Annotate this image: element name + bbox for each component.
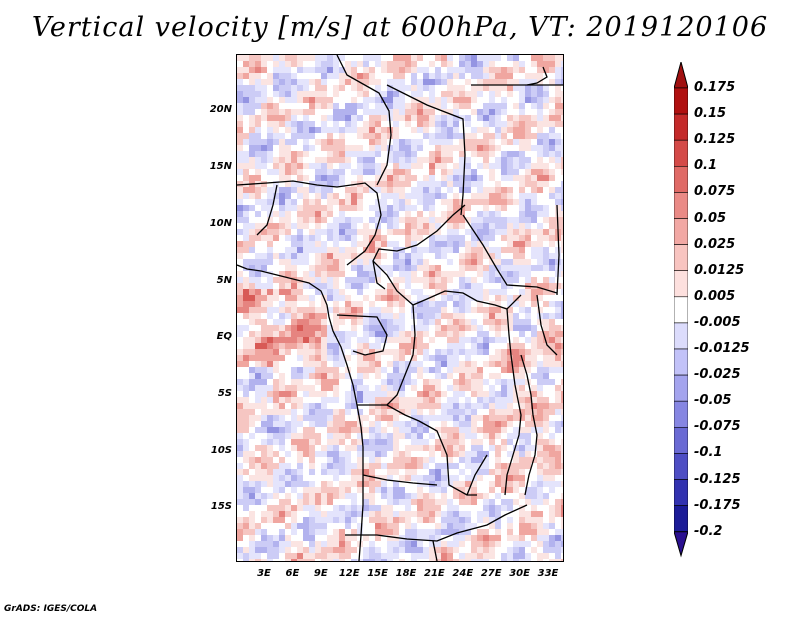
border (462, 214, 558, 294)
border (466, 454, 488, 496)
colorbar-segment (674, 426, 688, 454)
colorbar-segment (674, 348, 688, 376)
colorbar-label: -0.175 (694, 497, 741, 513)
colorbar-label: 0.0125 (694, 262, 745, 278)
colorbar-label: 0.125 (694, 132, 736, 148)
border (336, 314, 388, 356)
lake-coast (526, 66, 548, 86)
lat-label: 10S (210, 445, 232, 456)
lon-label: 6E (285, 568, 300, 579)
colorbar-segment (674, 322, 688, 350)
lat-label: 15S (210, 501, 232, 512)
colorbar-label: -0.05 (694, 393, 732, 409)
lon-label: 12E (338, 568, 360, 579)
lat-label: 5N (216, 275, 232, 286)
lon-label: 24E (452, 568, 474, 579)
lake-coast (520, 354, 538, 496)
lon-label: 33E (537, 568, 559, 579)
border (504, 308, 522, 496)
colorbar-label: -0.1 (694, 445, 723, 461)
border (357, 404, 477, 496)
colorbar-segment (674, 87, 688, 115)
coastline (237, 264, 364, 561)
lon-label: 18E (395, 568, 417, 579)
boundaries-layer (237, 55, 563, 561)
border (237, 180, 382, 266)
colorbar-label: 0.05 (694, 210, 727, 226)
velocity-field (237, 55, 563, 561)
colorbar-label: 0.15 (694, 106, 727, 122)
border (256, 184, 278, 236)
border (432, 540, 438, 561)
map-panel (236, 54, 564, 562)
colorbar-segment (674, 505, 688, 533)
border (336, 55, 392, 186)
colorbar-label: -0.0125 (694, 341, 750, 356)
chart-title: Vertical velocity [m/s] at 600hPa, VT: 2… (31, 12, 769, 43)
colorbar-bottom-cap (674, 531, 688, 558)
colorbar-top-cap (674, 62, 688, 89)
colorbar-segment (674, 296, 688, 324)
colorbar-segment (674, 192, 688, 219)
border (386, 304, 416, 406)
lat-label: 20N (209, 104, 232, 115)
lat-label: 15N (209, 161, 232, 172)
colorbar-segment (674, 166, 688, 193)
colorbar-segment (674, 113, 688, 141)
lon-label: 9E (313, 568, 328, 579)
border (362, 474, 438, 486)
lat-label: 10N (209, 218, 232, 229)
colorbar-segment (674, 218, 688, 245)
colorbar-label: 0.175 (694, 80, 736, 95)
colorbar-segment (674, 270, 688, 298)
colorbar-label: -0.125 (694, 471, 741, 487)
colorbar-label: 0.005 (694, 288, 736, 304)
colorbar-segment (674, 139, 688, 167)
colorbar (674, 62, 688, 558)
lat-label: 5S (217, 388, 232, 399)
border (536, 294, 558, 356)
colorbar-label: 0.075 (694, 184, 736, 200)
border (372, 204, 466, 290)
colorbar-segment (674, 479, 688, 506)
colorbar-label: -0.005 (694, 314, 741, 330)
colorbar-label: -0.025 (694, 367, 741, 383)
lat-label: EQ (216, 331, 232, 342)
border (372, 260, 522, 310)
colorbar-segment (674, 400, 688, 428)
lon-label: 15E (367, 568, 388, 579)
lon-label: 21E (424, 568, 445, 579)
lon-label: 30E (509, 568, 530, 579)
border (556, 204, 560, 296)
lon-label: 27E (480, 568, 502, 579)
lon-label: 3E (257, 568, 271, 579)
colorbar-segment (674, 453, 688, 480)
colorbar-label: 0.1 (694, 158, 718, 174)
colorbar-segment (674, 374, 688, 402)
credit-text: GrADS: IGES/COLA (4, 604, 98, 614)
colorbar-label: -0.075 (694, 419, 741, 435)
colorbar-label: -0.2 (694, 523, 723, 539)
colorbar-segment (674, 244, 688, 272)
border (386, 84, 466, 216)
colorbar-label: 0.025 (694, 236, 736, 252)
border (345, 504, 528, 542)
